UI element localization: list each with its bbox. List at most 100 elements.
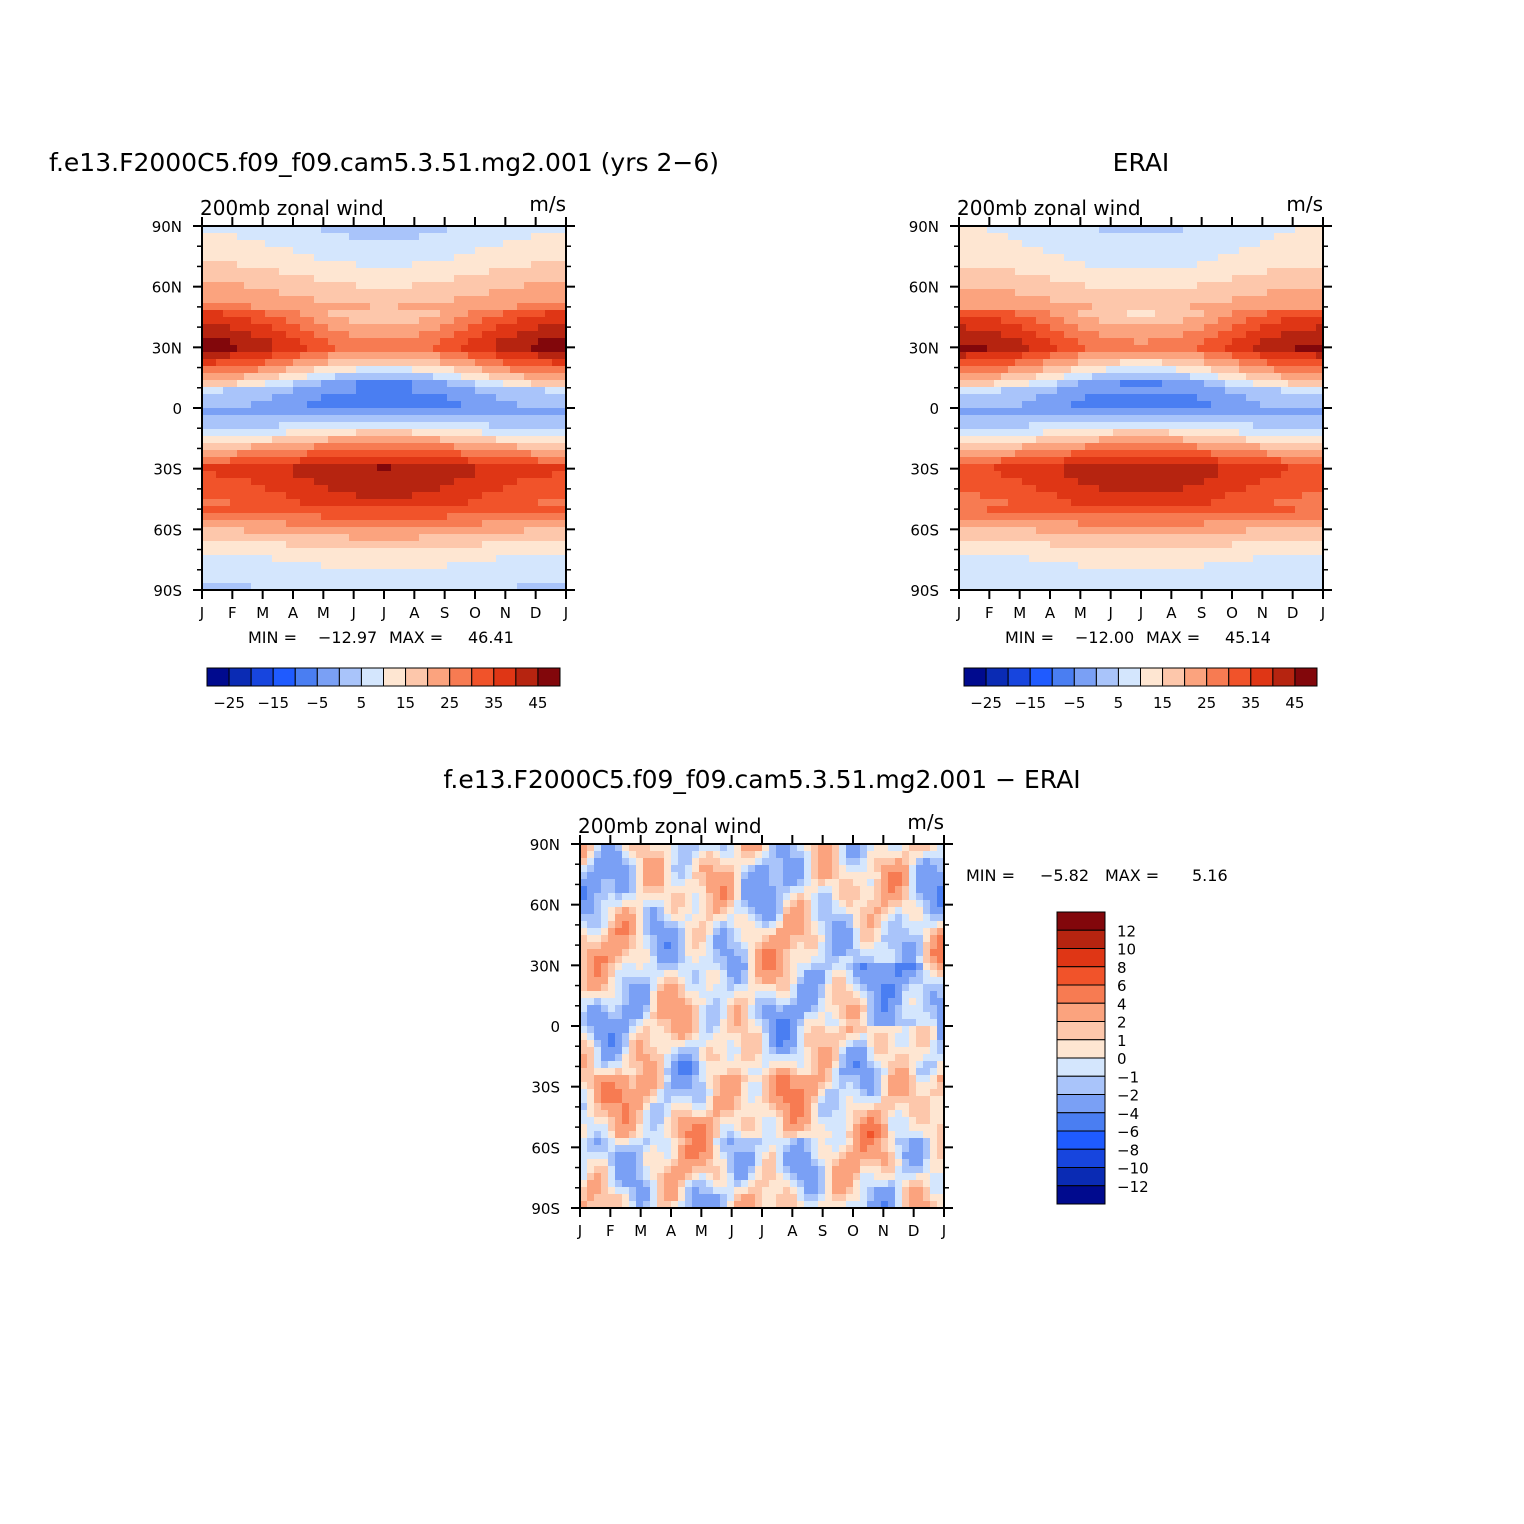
field-cell xyxy=(559,233,566,241)
field-cell xyxy=(1169,401,1177,409)
field-cell xyxy=(503,380,511,388)
field-cell xyxy=(377,303,385,311)
field-cell xyxy=(461,387,469,395)
field-cell xyxy=(356,513,364,521)
field-cell xyxy=(994,464,1002,472)
field-cell xyxy=(1015,485,1023,493)
field-cell xyxy=(209,443,217,451)
field-cell xyxy=(531,268,539,276)
field-cell xyxy=(265,513,273,521)
field-cell xyxy=(216,464,224,472)
field-cell xyxy=(440,303,448,311)
field-cell xyxy=(1043,233,1051,241)
field-cell xyxy=(552,569,560,577)
field-cell xyxy=(244,478,252,486)
field-cell xyxy=(356,408,364,416)
field-cell xyxy=(223,506,231,514)
field-cell xyxy=(342,268,350,276)
field-cell xyxy=(1057,352,1065,360)
field-cell xyxy=(1190,457,1198,465)
field-cell xyxy=(1218,296,1226,304)
field-cell xyxy=(230,275,238,283)
field-cell xyxy=(293,345,301,353)
field-cell xyxy=(1183,268,1191,276)
field-cell xyxy=(1141,317,1149,325)
field-cell xyxy=(461,240,469,248)
field-cell xyxy=(489,401,497,409)
field-cell xyxy=(433,324,441,332)
field-cell xyxy=(1022,310,1030,318)
field-cell xyxy=(1169,471,1177,479)
field-cell xyxy=(1134,401,1142,409)
field-cell xyxy=(987,457,995,465)
field-cell xyxy=(1134,233,1142,241)
field-cell xyxy=(1183,478,1191,486)
field-cell xyxy=(1162,352,1170,360)
field-cell xyxy=(363,569,371,577)
field-cell xyxy=(307,338,315,346)
field-cell xyxy=(1169,240,1177,248)
field-cell xyxy=(503,324,511,332)
field-cell xyxy=(1295,373,1303,381)
field-cell xyxy=(468,548,476,556)
field-cell xyxy=(328,240,336,248)
field-cell xyxy=(314,387,322,395)
field-cell xyxy=(286,401,294,409)
field-cell xyxy=(1190,401,1198,409)
field-cell xyxy=(482,394,490,402)
field-cell xyxy=(559,331,566,339)
field-cell xyxy=(1015,359,1023,367)
field-cell xyxy=(391,576,399,584)
field-cell xyxy=(391,443,399,451)
field-cell xyxy=(1267,359,1275,367)
field-cell xyxy=(328,373,336,381)
field-cell xyxy=(1057,471,1065,479)
field-cell xyxy=(531,576,539,584)
field-cell xyxy=(370,408,378,416)
field-cell xyxy=(1197,408,1205,416)
field-cell xyxy=(1281,401,1289,409)
field-cell xyxy=(370,499,378,507)
field-cell xyxy=(363,436,371,444)
field-cell xyxy=(405,583,413,590)
field-cell xyxy=(1113,310,1121,318)
field-cell xyxy=(202,345,210,353)
field-cell xyxy=(286,541,294,549)
field-cell xyxy=(272,233,280,241)
field-cell xyxy=(363,345,371,353)
field-cell xyxy=(503,303,511,311)
field-cell xyxy=(377,338,385,346)
field-cell xyxy=(426,583,434,590)
field-cell xyxy=(1197,387,1205,395)
field-cell xyxy=(251,415,259,423)
field-cell xyxy=(1232,268,1240,276)
field-cell xyxy=(959,415,967,423)
field-cell xyxy=(1134,478,1142,486)
field-cell xyxy=(1204,443,1212,451)
field-cell xyxy=(994,352,1002,360)
field-cell xyxy=(258,527,266,535)
field-cell xyxy=(468,261,476,269)
field-cell xyxy=(265,268,273,276)
field-cell xyxy=(293,520,301,528)
field-cell xyxy=(1169,359,1177,367)
field-cell xyxy=(1127,457,1135,465)
field-cell xyxy=(973,485,981,493)
field-cell xyxy=(335,240,343,248)
field-cell xyxy=(412,394,420,402)
field-cell xyxy=(1162,296,1170,304)
field-cell xyxy=(223,373,231,381)
field-cell xyxy=(426,534,434,542)
field-cell xyxy=(258,275,266,283)
field-cell xyxy=(1008,338,1016,346)
field-cell xyxy=(1253,457,1261,465)
field-cell xyxy=(426,331,434,339)
field-cell xyxy=(1302,338,1310,346)
field-cell xyxy=(1057,380,1065,388)
field-cell xyxy=(419,506,427,514)
field-cell xyxy=(1218,282,1226,290)
field-cell xyxy=(244,359,252,367)
field-cell xyxy=(433,520,441,528)
field-cell xyxy=(959,443,967,451)
field-cell xyxy=(1036,513,1044,521)
